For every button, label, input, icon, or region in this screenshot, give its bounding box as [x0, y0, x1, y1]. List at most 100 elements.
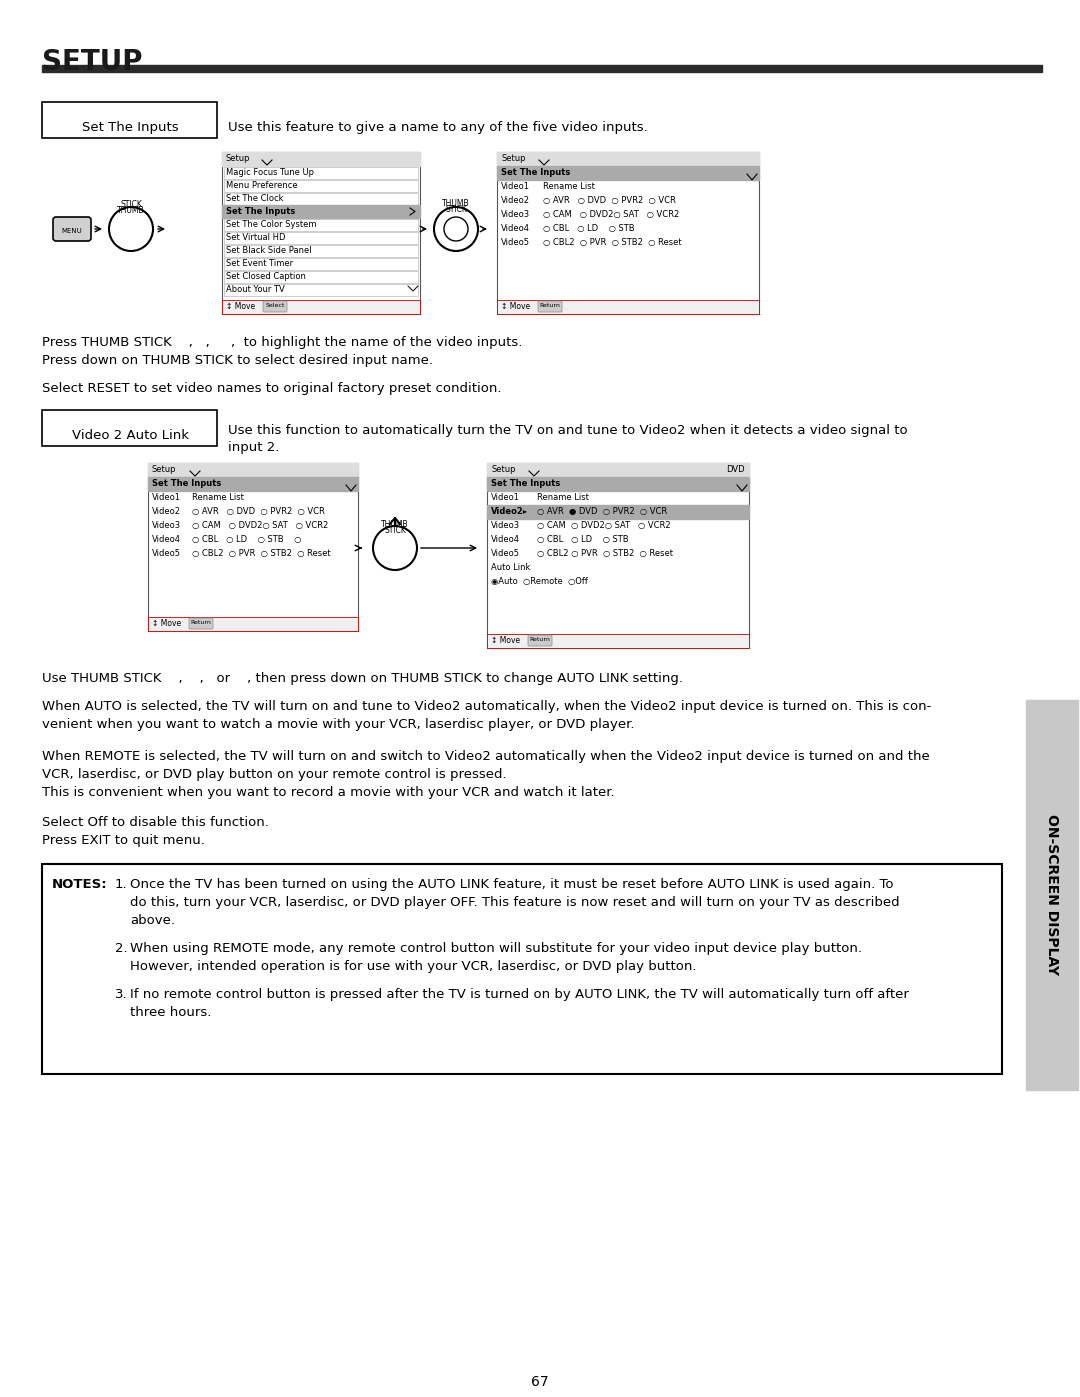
FancyBboxPatch shape: [189, 617, 213, 629]
Text: ↕ Move: ↕ Move: [501, 302, 530, 312]
Text: ↕ Move: ↕ Move: [152, 619, 181, 629]
Bar: [224, 284, 418, 296]
Text: 3.: 3.: [114, 988, 127, 1002]
FancyBboxPatch shape: [538, 300, 562, 312]
Bar: [42, 409, 217, 446]
Text: Magic Focus Tune Up: Magic Focus Tune Up: [226, 168, 314, 177]
Text: Video2▸: Video2▸: [491, 507, 528, 515]
Text: Video4: Video4: [491, 535, 519, 543]
Bar: [148, 617, 357, 631]
Text: ○ CBL2  ○ PVR  ○ STB2  ○ Reset: ○ CBL2 ○ PVR ○ STB2 ○ Reset: [192, 549, 330, 557]
Bar: [222, 152, 420, 166]
Text: 67: 67: [531, 1375, 549, 1389]
Text: Set The Inputs: Set The Inputs: [226, 207, 295, 217]
Bar: [148, 462, 357, 631]
Bar: [497, 152, 759, 314]
Bar: [42, 863, 1002, 1074]
Bar: [224, 232, 418, 243]
Text: This is convenient when you want to record a movie with your VCR and watch it la: This is convenient when you want to reco…: [42, 787, 615, 799]
Text: ○ AVR   ○ DVD  ○ PVR2  ○ VCR: ○ AVR ○ DVD ○ PVR2 ○ VCR: [543, 196, 676, 205]
Text: Set The Clock: Set The Clock: [226, 194, 283, 203]
Text: above.: above.: [130, 914, 175, 928]
Text: Select Off to disable this function.: Select Off to disable this function.: [42, 816, 269, 828]
Text: THUMB: THUMB: [442, 198, 470, 208]
Bar: [224, 271, 418, 282]
Text: Rename List: Rename List: [543, 182, 595, 191]
Text: ↕ Move: ↕ Move: [226, 302, 255, 312]
Text: Video3: Video3: [152, 521, 181, 529]
Bar: [497, 300, 759, 314]
Bar: [487, 462, 750, 648]
Bar: [224, 193, 418, 204]
Text: ↕ Move: ↕ Move: [491, 636, 521, 645]
Text: Setup: Setup: [491, 465, 515, 474]
FancyBboxPatch shape: [528, 636, 552, 645]
FancyBboxPatch shape: [264, 300, 287, 312]
Bar: [1026, 700, 1078, 1090]
Text: When AUTO is selected, the TV will turn on and tune to Video2 automatically, whe: When AUTO is selected, the TV will turn …: [42, 700, 931, 712]
Text: Select RESET to set video names to original factory preset condition.: Select RESET to set video names to origi…: [42, 381, 501, 395]
Bar: [224, 244, 418, 257]
Bar: [497, 152, 759, 166]
Text: ○ CBL   ○ LD    ○ STB: ○ CBL ○ LD ○ STB: [543, 224, 635, 233]
Text: If no remote control button is pressed after the TV is turned on by AUTO LINK, t: If no remote control button is pressed a…: [130, 988, 909, 1002]
Text: Setup: Setup: [152, 465, 176, 474]
Bar: [487, 504, 750, 520]
Text: Video2: Video2: [501, 196, 530, 205]
Bar: [148, 476, 357, 490]
Text: SETUP: SETUP: [42, 47, 143, 75]
Text: Press EXIT to quit menu.: Press EXIT to quit menu.: [42, 834, 205, 847]
Text: ○ CBL   ○ LD    ○ STB    ○: ○ CBL ○ LD ○ STB ○: [192, 535, 301, 543]
Text: Set The Inputs: Set The Inputs: [152, 479, 221, 488]
Text: Video1: Video1: [152, 493, 181, 502]
Text: Set The Inputs: Set The Inputs: [501, 168, 570, 177]
Text: Video5: Video5: [491, 549, 519, 557]
FancyBboxPatch shape: [53, 217, 91, 242]
Bar: [487, 462, 750, 476]
Text: MENU: MENU: [62, 228, 82, 235]
Bar: [224, 166, 418, 179]
Text: Video1: Video1: [491, 493, 519, 502]
Bar: [222, 152, 420, 314]
Text: venient when you want to watch a movie with your VCR, laserdisc player, or DVD p: venient when you want to watch a movie w…: [42, 718, 635, 731]
Text: Once the TV has been turned on using the AUTO LINK feature, it must be reset bef: Once the TV has been turned on using the…: [130, 877, 893, 891]
Bar: [497, 166, 759, 180]
Text: do this, turn your VCR, laserdisc, or DVD player OFF. This feature is now reset : do this, turn your VCR, laserdisc, or DV…: [130, 895, 900, 909]
Bar: [222, 205, 420, 218]
Text: Video4: Video4: [152, 535, 181, 543]
Text: Video2: Video2: [152, 507, 181, 515]
Text: ○ AVR   ○ DVD  ○ PVR2  ○ VCR: ○ AVR ○ DVD ○ PVR2 ○ VCR: [192, 507, 325, 515]
Bar: [224, 218, 418, 231]
Text: Rename List: Rename List: [192, 493, 244, 502]
Text: Return: Return: [540, 303, 561, 307]
Text: When REMOTE is selected, the TV will turn on and switch to Video2 automatically : When REMOTE is selected, the TV will tur…: [42, 750, 930, 763]
Text: Setup: Setup: [501, 154, 526, 163]
Bar: [224, 257, 418, 270]
Text: STICK: STICK: [445, 205, 467, 214]
Bar: [148, 462, 357, 476]
Text: Set The Inputs: Set The Inputs: [82, 122, 178, 134]
Text: Video3: Video3: [501, 210, 530, 219]
Bar: [42, 66, 1042, 73]
Text: Video1: Video1: [501, 182, 530, 191]
Text: ○ CBL2  ○ PVR  ○ STB2  ○ Reset: ○ CBL2 ○ PVR ○ STB2 ○ Reset: [543, 237, 681, 247]
Text: DVD: DVD: [727, 465, 745, 474]
Text: 1.: 1.: [114, 877, 127, 891]
Text: Video5: Video5: [152, 549, 181, 557]
Text: ◉Auto  ○Remote  ○Off: ◉Auto ○Remote ○Off: [491, 577, 588, 585]
Text: three hours.: three hours.: [130, 1006, 212, 1018]
Text: ○ CBL   ○ LD    ○ STB: ○ CBL ○ LD ○ STB: [537, 535, 629, 543]
Text: Menu Preference: Menu Preference: [226, 182, 298, 190]
Text: Use THUMB STICK    ,    ,   or    , then press down on THUMB STICK to change AUT: Use THUMB STICK , , or , then press down…: [42, 672, 683, 685]
Text: Set The Inputs: Set The Inputs: [491, 479, 561, 488]
Text: THUMB: THUMB: [118, 205, 145, 215]
Text: ON-SCREEN DISPLAY: ON-SCREEN DISPLAY: [1045, 814, 1059, 975]
Bar: [487, 634, 750, 648]
Text: Set Virtual HD: Set Virtual HD: [226, 233, 285, 242]
Text: Setup: Setup: [226, 154, 251, 163]
Text: Press down on THUMB STICK to select desired input name.: Press down on THUMB STICK to select desi…: [42, 353, 433, 367]
Text: 2.: 2.: [114, 942, 127, 956]
Text: Set Event Timer: Set Event Timer: [226, 258, 293, 268]
Bar: [222, 300, 420, 314]
Text: THUMB: THUMB: [381, 520, 409, 529]
